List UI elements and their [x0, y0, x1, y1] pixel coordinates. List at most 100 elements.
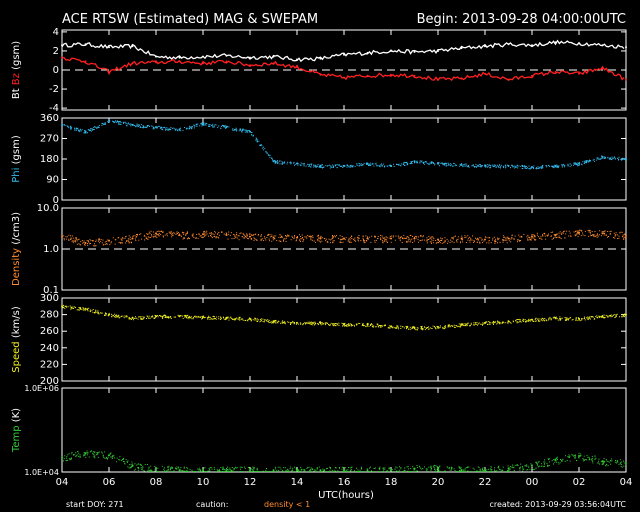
point-phi: [348, 166, 350, 168]
point-density: [422, 236, 424, 238]
point-density: [187, 238, 189, 239]
point-speed: [420, 327, 422, 329]
point-temp: [548, 461, 550, 463]
point-phi: [159, 125, 161, 127]
point-speed: [458, 323, 460, 325]
point-phi: [233, 130, 235, 131]
point-temp: [478, 467, 480, 469]
point-density: [324, 238, 326, 240]
point-speed: [527, 320, 529, 322]
point-speed: [529, 320, 531, 322]
point-density: [255, 238, 257, 240]
point-temp: [600, 461, 602, 463]
point-speed: [130, 318, 132, 320]
point-phi: [290, 162, 292, 164]
point-speed: [452, 326, 454, 327]
point-phi: [391, 165, 393, 167]
point-density: [607, 236, 608, 238]
point-speed: [364, 325, 366, 327]
point-speed: [292, 321, 294, 323]
point-density: [68, 240, 70, 241]
point-density: [134, 235, 136, 237]
point-phi: [70, 128, 72, 130]
point-phi: [103, 123, 104, 125]
point-temp: [544, 461, 546, 463]
point-speed: [379, 325, 380, 326]
point-speed: [92, 309, 94, 310]
point-temp: [150, 465, 152, 467]
point-temp: [610, 460, 612, 462]
point-density: [141, 238, 143, 240]
point-density: [310, 239, 312, 241]
point-phi: [358, 163, 360, 165]
point-bt: [413, 50, 416, 53]
point-speed: [584, 319, 586, 321]
point-phi: [493, 165, 495, 167]
point-speed: [274, 320, 275, 322]
point-phi: [98, 125, 100, 126]
point-density: [110, 241, 112, 243]
point-phi: [66, 125, 68, 127]
point-temp: [556, 461, 557, 463]
point-temp: [101, 451, 103, 453]
point-density: [481, 238, 483, 240]
point-density: [519, 240, 521, 242]
point-temp: [509, 466, 511, 467]
point-density: [117, 237, 119, 239]
point-temp: [412, 466, 414, 468]
point-phi: [184, 127, 186, 128]
point-density: [349, 241, 351, 243]
point-speed: [209, 316, 211, 318]
point-density: [435, 240, 437, 241]
point-temp: [126, 461, 128, 463]
point-density: [423, 239, 425, 241]
point-density: [87, 244, 89, 246]
point-temp: [239, 471, 241, 472]
point-density: [499, 241, 501, 243]
point-density: [594, 231, 596, 233]
point-temp: [573, 455, 575, 457]
point-phi: [199, 125, 201, 127]
point-temp: [139, 463, 141, 465]
point-temp: [223, 469, 225, 471]
point-density: [293, 238, 295, 239]
point-temp: [73, 454, 74, 456]
point-phi: [468, 166, 470, 168]
point-density: [201, 237, 203, 238]
point-phi: [622, 158, 624, 160]
point-phi: [443, 164, 445, 165]
point-speed: [492, 322, 494, 324]
point-density: [215, 237, 217, 239]
point-speed: [606, 316, 608, 318]
point-density: [114, 243, 116, 245]
point-speed: [348, 325, 350, 326]
point-speed: [372, 326, 374, 328]
point-phi: [579, 161, 581, 163]
point-density: [161, 230, 163, 232]
point-phi: [577, 162, 579, 164]
point-density: [228, 231, 230, 233]
point-density: [357, 236, 358, 238]
point-speed: [561, 317, 563, 319]
point-phi: [466, 164, 468, 166]
point-temp: [173, 471, 175, 472]
point-temp: [455, 471, 457, 472]
point-speed: [162, 317, 163, 319]
point-density: [162, 231, 164, 233]
point-phi: [282, 163, 284, 165]
point-phi: [432, 162, 434, 163]
point-phi: [201, 122, 203, 124]
point-density: [614, 237, 616, 239]
point-temp: [96, 452, 98, 454]
point-speed: [454, 326, 456, 328]
point-phi: [269, 154, 271, 156]
point-density: [592, 234, 593, 236]
point-temp: [522, 469, 524, 471]
point-phi: [445, 162, 446, 164]
point-temp: [94, 457, 96, 459]
point-phi: [402, 163, 404, 165]
point-speed: [462, 323, 464, 325]
point-speed: [397, 327, 399, 329]
point-temp: [430, 467, 432, 469]
point-temp: [460, 467, 462, 469]
